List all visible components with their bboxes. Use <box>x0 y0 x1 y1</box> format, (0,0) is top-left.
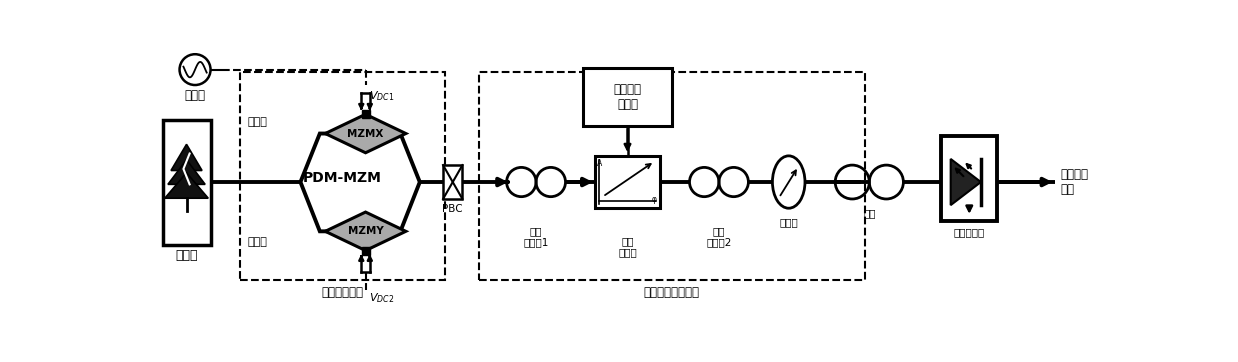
Text: φ: φ <box>652 195 657 203</box>
Text: 光电探测器: 光电探测器 <box>953 227 985 237</box>
Text: 下支路: 下支路 <box>248 237 267 248</box>
FancyBboxPatch shape <box>941 136 997 220</box>
Text: 偏振
控制器1: 偏振 控制器1 <box>524 226 548 248</box>
Text: 上支路: 上支路 <box>248 117 267 127</box>
Text: 信号源: 信号源 <box>184 89 206 102</box>
Text: $V_{DC1}$: $V_{DC1}$ <box>369 90 395 104</box>
Text: PBC: PBC <box>442 203 463 214</box>
Text: 偏振
调制器: 偏振 调制器 <box>618 236 636 257</box>
Text: A: A <box>597 159 602 168</box>
Text: 激光器: 激光器 <box>176 249 198 262</box>
FancyBboxPatch shape <box>443 165 463 199</box>
FancyBboxPatch shape <box>595 156 660 208</box>
Text: 相位编码调制模块: 相位编码调制模块 <box>644 286 699 299</box>
Polygon shape <box>951 159 980 205</box>
Text: $V_{DC2}$: $V_{DC2}$ <box>369 291 395 305</box>
FancyBboxPatch shape <box>583 68 672 126</box>
Polygon shape <box>168 160 206 184</box>
Text: PDM-MZM: PDM-MZM <box>303 171 383 185</box>
Polygon shape <box>326 212 406 251</box>
Text: MZMX: MZMX <box>348 129 384 139</box>
Text: 基带码元
发生器: 基带码元 发生器 <box>614 83 641 111</box>
Polygon shape <box>171 144 202 171</box>
Text: 光纤: 光纤 <box>863 208 875 218</box>
Polygon shape <box>326 114 406 153</box>
Text: 相位编码
信号: 相位编码 信号 <box>1060 168 1088 196</box>
FancyBboxPatch shape <box>162 121 210 245</box>
Text: 偏振
控制器2: 偏振 控制器2 <box>706 226 732 248</box>
Polygon shape <box>165 173 208 198</box>
Text: 起偏器: 起偏器 <box>780 218 799 227</box>
Text: 载波调制模块: 载波调制模块 <box>322 286 364 299</box>
Text: MZMY: MZMY <box>348 226 384 236</box>
